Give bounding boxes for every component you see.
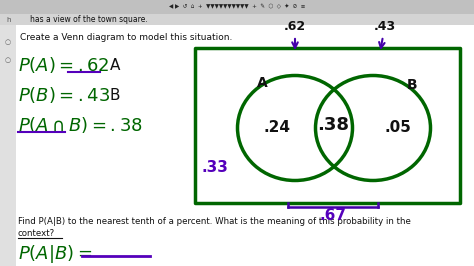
Text: $P(A\cap B)=.38$: $P(A\cap B)=.38$ — [18, 115, 143, 135]
Text: .24: .24 — [264, 120, 291, 135]
Text: $P(A)=.62$: $P(A)=.62$ — [18, 55, 110, 75]
Bar — [195, 48, 460, 203]
Bar — [0, 0, 474, 14]
Text: $P(A|B)=$: $P(A|B)=$ — [18, 243, 92, 265]
Text: ◀ ▶  ↺  ⌂  +  ▼▼▼▼▼▼▼▼▼▼  +  ✎  ⬡  ◇  ✦  ⊘  ≡: ◀ ▶ ↺ ⌂ + ▼▼▼▼▼▼▼▼▼▼ + ✎ ⬡ ◇ ✦ ⊘ ≡ — [169, 4, 305, 10]
Text: .38: .38 — [317, 116, 349, 134]
Text: .67: .67 — [319, 207, 346, 222]
Text: B: B — [110, 88, 120, 102]
Text: $P(B)=.43$: $P(B)=.43$ — [18, 85, 110, 105]
Text: .05: .05 — [384, 120, 411, 135]
Text: .62: .62 — [284, 20, 306, 34]
Text: has a view of the town square.: has a view of the town square. — [30, 15, 148, 24]
Text: h: h — [6, 17, 10, 23]
Text: ○: ○ — [5, 39, 11, 45]
Text: Find P(A|B) to the nearest tenth of a percent. What is the meaning of this proba: Find P(A|B) to the nearest tenth of a pe… — [18, 218, 411, 227]
Text: A: A — [110, 57, 120, 73]
Text: context?: context? — [18, 230, 55, 239]
Bar — [0, 25, 16, 266]
Text: A: A — [256, 76, 267, 90]
Text: .43: .43 — [374, 20, 396, 34]
Text: Create a Venn diagram to model this situation.: Create a Venn diagram to model this situ… — [20, 34, 232, 43]
Text: ○: ○ — [5, 57, 11, 63]
Text: .33: .33 — [201, 160, 228, 176]
Text: B: B — [407, 78, 417, 92]
Bar — [0, 14, 474, 25]
